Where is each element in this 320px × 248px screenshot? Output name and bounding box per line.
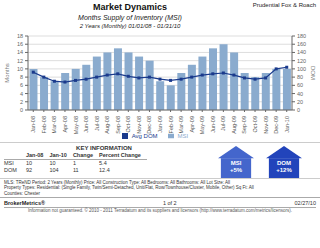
svg-text:Oct-08: Oct-08 — [125, 116, 131, 133]
html-text:Jan-10: Jan-10 — [49, 152, 67, 158]
html-text:Percent Change: Percent Change — [99, 152, 141, 158]
svg-text:Nov-09: Nov-09 — [263, 116, 269, 134]
svg-text:+5%: +5% — [230, 167, 243, 173]
svg-text:Mar-09: Mar-09 — [178, 116, 184, 133]
svg-text:Apr-09: Apr-09 — [189, 116, 195, 133]
svg-text:20: 20 — [297, 99, 303, 105]
html-text:1 of 2: 1 of 2 — [162, 200, 177, 207]
html-text:5.4: 5.4 — [99, 160, 107, 166]
svg-text:Jan-09: Jan-09 — [157, 116, 163, 133]
svg-text:+12%: +12% — [276, 167, 292, 173]
svg-text:40: 40 — [297, 91, 303, 97]
svg-text:Jun-08: Jun-08 — [83, 116, 89, 133]
svg-text:Aug-08: Aug-08 — [104, 116, 110, 134]
html-text:2 Years (Monthly) 01/01/08 - 0: 2 Years (Monthly) 01/01/08 - 01/31/10 — [79, 23, 181, 29]
svg-text:Months: Months — [8, 63, 10, 83]
html-text:10: 10 — [49, 160, 56, 166]
svg-text:Feb-08: Feb-08 — [41, 116, 47, 133]
svg-text:Oct-09: Oct-09 — [252, 116, 258, 133]
html-text:Months Supply of Inventory (MS: Months Supply of Inventory (MSI) — [78, 14, 182, 21]
svg-text:14: 14 — [17, 49, 23, 55]
svg-text:Mar-08: Mar-08 — [51, 116, 57, 133]
svg-text:Nov-08: Nov-08 — [136, 116, 142, 134]
svg-text:DOM: DOM — [310, 66, 312, 80]
html-text:Prudential Fox & Roach: Prudential Fox & Roach — [252, 2, 316, 8]
svg-text:DOM: DOM — [277, 160, 291, 166]
html-text:MLS: TReND Period: 2 Years (Mo: MLS: TReND Period: 2 Years (Monthly) Pri… — [4, 180, 230, 185]
svg-text:Feb-09: Feb-09 — [168, 116, 174, 133]
html-text:MSI: MSI — [177, 133, 189, 139]
html-text:MSI: MSI — [4, 160, 14, 166]
html-text:10: 10 — [26, 160, 33, 166]
svg-text:0: 0 — [297, 107, 300, 113]
html-text:104: 104 — [49, 167, 59, 173]
svg-text:8: 8 — [20, 74, 23, 80]
html-text:12.4: 12.4 — [99, 167, 110, 173]
svg-text:May-09: May-09 — [199, 116, 205, 134]
html-text:Information not guaranteed. ©: Information not guaranteed. © 2010 - 201… — [28, 208, 292, 214]
html-text:Property Types: Residential: (: Property Types: Residential: (Single Fam… — [4, 185, 254, 191]
svg-text:Jan-08: Jan-08 — [30, 116, 36, 133]
html-text:Market Dynamics: Market Dynamics — [93, 2, 167, 12]
svg-text:MSI: MSI — [231, 160, 242, 166]
html-text:Change: Change — [72, 152, 93, 158]
html-text:Counties: Chester: Counties: Chester — [4, 190, 40, 196]
svg-text:Jul-08: Jul-08 — [94, 116, 100, 131]
svg-text:Jun-09: Jun-09 — [210, 116, 216, 133]
html-text:Avg DOM: Avg DOM — [131, 133, 158, 139]
svg-text:10: 10 — [17, 66, 23, 72]
html-text:KEY INFORMATION: KEY INFORMATION — [76, 145, 132, 151]
svg-text:Dec-08: Dec-08 — [146, 116, 152, 134]
svg-text:Jul-09: Jul-09 — [220, 116, 226, 131]
html-text:BrokerMetrics®: BrokerMetrics® — [4, 200, 45, 207]
svg-text:Aug-09: Aug-09 — [231, 116, 237, 134]
svg-text:0: 0 — [20, 107, 23, 113]
svg-text:4: 4 — [20, 91, 23, 97]
svg-text:100: 100 — [297, 66, 306, 72]
html-text:02/27/10: 02/27/10 — [294, 200, 316, 207]
svg-text:80: 80 — [297, 74, 303, 80]
svg-text:6: 6 — [20, 82, 23, 88]
html-text:11: 11 — [72, 167, 79, 173]
html-text:DOM: DOM — [4, 167, 17, 173]
svg-text:2: 2 — [20, 99, 23, 105]
svg-text:140: 140 — [297, 49, 306, 55]
svg-text:60: 60 — [297, 82, 303, 88]
html-text:Jan-08: Jan-08 — [26, 152, 44, 158]
svg-text:May-08: May-08 — [73, 116, 79, 134]
html-text:1: 1 — [72, 160, 76, 166]
svg-text:120: 120 — [297, 58, 306, 64]
svg-text:Jan-10: Jan-10 — [284, 116, 290, 133]
svg-text:Sep-08: Sep-08 — [115, 116, 121, 134]
svg-text:Apr-08: Apr-08 — [62, 116, 68, 133]
svg-text:16: 16 — [17, 41, 23, 47]
html-text:92: 92 — [26, 167, 33, 173]
svg-text:18: 18 — [17, 33, 23, 39]
svg-text:Sep-09: Sep-09 — [241, 116, 247, 134]
svg-text:180: 180 — [297, 33, 306, 39]
svg-text:Dec-09: Dec-09 — [273, 116, 279, 134]
svg-text:160: 160 — [297, 41, 306, 47]
svg-text:12: 12 — [17, 58, 23, 64]
